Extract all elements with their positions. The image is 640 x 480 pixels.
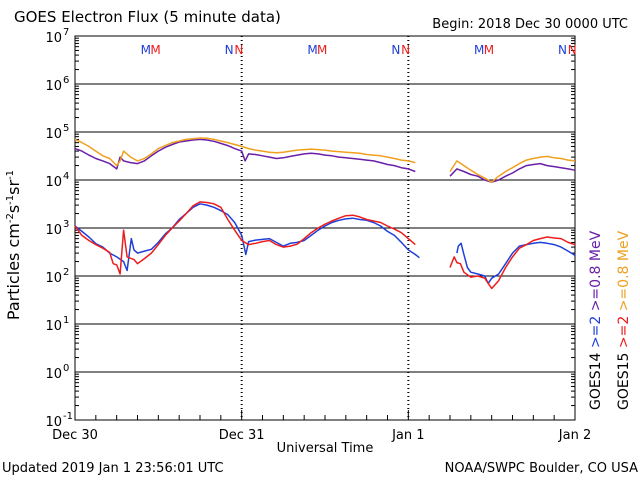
y-tick-exponent: 3 [63,219,69,230]
x-axis-label: Universal Time [277,441,374,456]
marker-label: N [225,43,234,57]
marker-label: M [141,43,151,57]
y-tick-label: 10 [45,175,62,190]
y-tick-label: 10 [45,223,62,238]
y-tick-label: 10 [45,79,62,94]
series-line [74,138,576,183]
marker-label: N [558,43,567,57]
marker-label: M [474,43,484,57]
x-tick-label: Jan 1 [391,428,424,443]
y-tick-exponent: 1 [63,315,69,326]
marker-label: N [234,43,243,57]
y-tick-label: 10 [45,271,62,286]
y-tick-label: 10 [45,415,62,430]
y-tick-label: 10 [45,31,62,46]
series-line [74,201,576,290]
marker-label: N [568,43,577,57]
marker-label: N [401,43,410,57]
series-layer [74,137,576,290]
y-tick-label: 10 [45,367,62,382]
y-axis-label: Particles cm-2s-1sr-1 [4,170,23,320]
series-line [74,203,576,285]
y-tick-exponent: -1 [63,411,73,422]
y-tick-exponent: 4 [63,171,69,182]
day-separator-ticks [240,36,410,420]
x-axis: Dec 30 Dec 31 Jan 1 Jan 2 [52,410,591,443]
y-tick-exponent: 0 [63,363,69,374]
data-source: NOAA/SWPC Boulder, CO USA [445,461,638,476]
marker-label: M [150,43,160,57]
chart-title: GOES Electron Flux (5 minute data) [14,8,281,26]
legend-entry: GOES14 >=2 >=0.8 MeV [588,230,604,410]
legend: GOES14 >=2 >=0.8 MeV GOES15 >=2 >=0.8 MeV [588,230,632,410]
legend-entry: GOES15 >=2 >=0.8 MeV [616,230,632,410]
y-tick-label: 10 [45,127,62,142]
y-tick-exponent: 5 [63,123,69,134]
marker-label: M [317,43,327,57]
x-tick-label: Jan 2 [558,428,591,443]
grid-layer [75,83,575,373]
marker-label: M [307,43,317,57]
marker-label: M [484,43,494,57]
y-tick-exponent: 6 [63,75,69,86]
y-tick-label: 10 [45,319,62,334]
begin-time: Begin: 2018 Dec 30 0000 UTC [432,17,628,32]
x-tick-label: Dec 31 [219,428,265,443]
y-tick-exponent: 2 [63,267,69,278]
x-tick-label: Dec 30 [52,428,98,443]
marker-label: N [391,43,400,57]
updated-timestamp: Updated 2019 Jan 1 23:56:01 UTC [2,461,224,476]
y-tick-exponent: 7 [63,27,69,38]
series-line [74,137,576,183]
